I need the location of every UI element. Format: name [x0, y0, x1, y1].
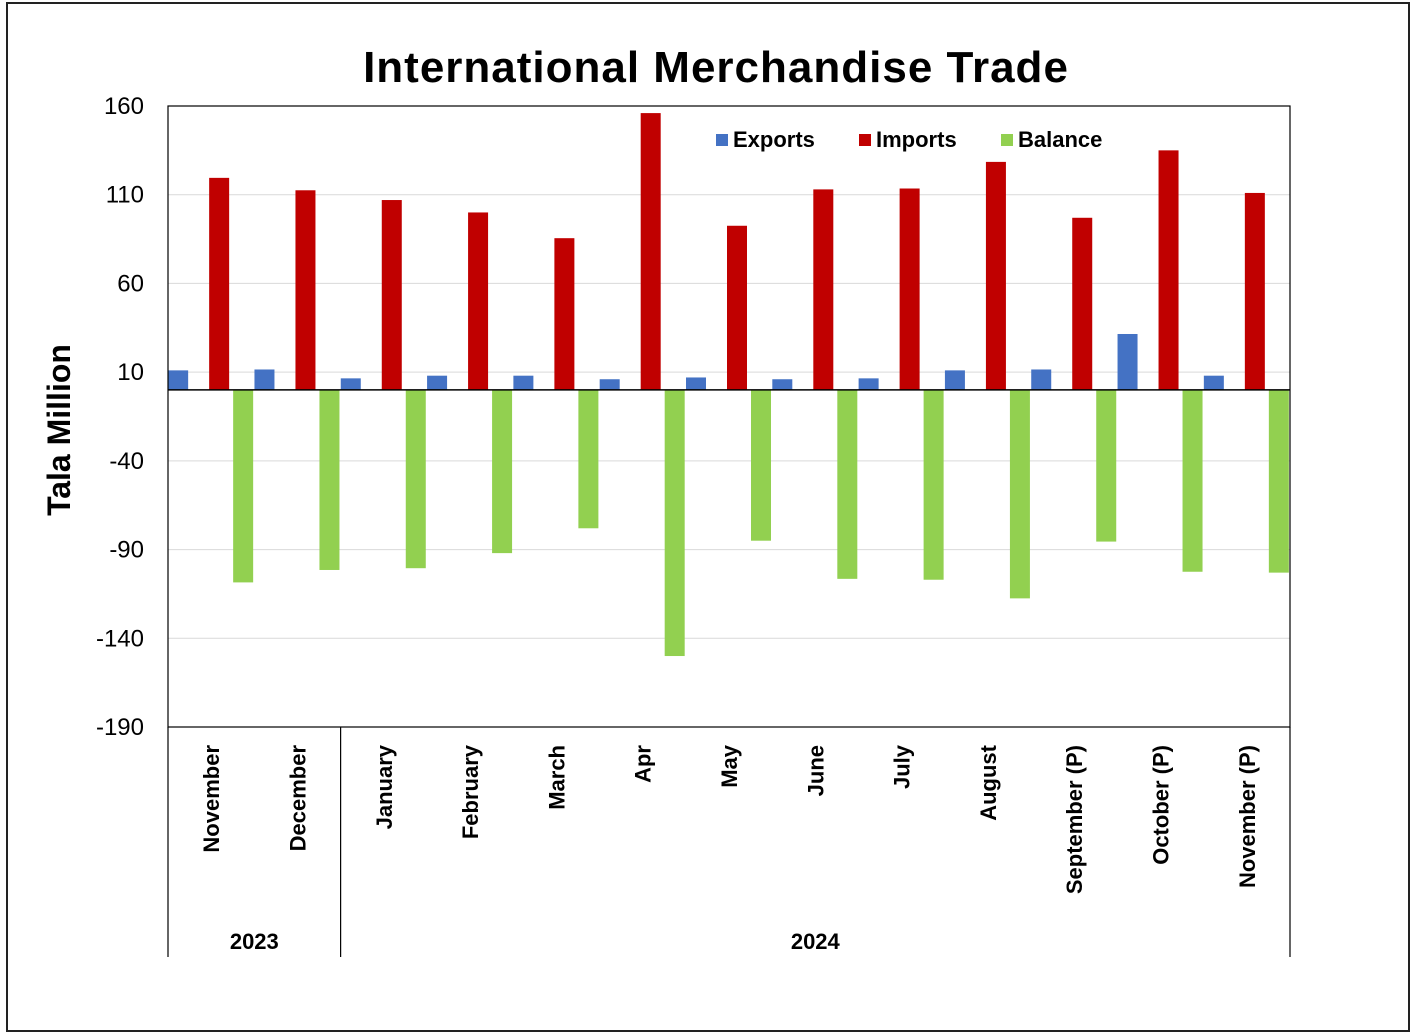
category-label: September (P)	[1062, 745, 1087, 894]
bar-exports	[772, 379, 793, 390]
category-label: March	[544, 745, 569, 810]
series-exports	[168, 333, 1224, 390]
bar-balance	[1096, 389, 1117, 542]
series-balance	[233, 389, 1289, 657]
legend-label: Exports	[733, 127, 815, 152]
y-tick-label: -90	[109, 537, 144, 564]
category-label: May	[717, 744, 742, 788]
bar-imports	[468, 212, 489, 390]
year-group-labels: 2023 2024	[230, 929, 841, 954]
bar-exports	[427, 375, 448, 390]
chart-title: International Merchandise Trade	[363, 43, 1069, 92]
y-tick-label: -140	[96, 625, 144, 652]
category-label: December	[285, 745, 310, 852]
bar-exports	[254, 369, 275, 390]
category-label: July	[890, 744, 915, 789]
bar-exports	[340, 378, 361, 390]
bar-balance	[751, 389, 771, 541]
year-label: 2024	[791, 929, 841, 954]
year-label: 2023	[230, 929, 279, 954]
bar-exports	[168, 370, 189, 390]
bar-balance	[578, 389, 599, 529]
y-tick-label: -40	[109, 448, 144, 475]
category-label: October (P)	[1149, 745, 1174, 865]
bar-imports	[1072, 217, 1093, 390]
axes	[167, 105, 1291, 957]
y-tick-label: 60	[117, 270, 144, 297]
y-tick-label: 110	[106, 182, 144, 209]
bar-exports	[1117, 333, 1138, 390]
legend: Exports Imports Balance	[716, 127, 1102, 152]
series-imports	[209, 113, 1265, 390]
legend-swatch	[716, 134, 728, 146]
category-label: November	[199, 745, 224, 853]
bar-balance	[837, 389, 858, 579]
bar-balance	[492, 389, 513, 554]
bar-imports	[727, 225, 747, 390]
bar-balance	[319, 389, 340, 570]
category-labels: November December January February March Apr M…	[199, 744, 1260, 894]
legend-swatch	[1001, 134, 1013, 146]
bar-exports	[1203, 375, 1224, 390]
bar-balance	[923, 389, 944, 580]
bars	[168, 113, 1289, 657]
bar-balance	[1268, 389, 1289, 573]
y-tick-label: 10	[117, 359, 144, 386]
bar-balance	[405, 389, 426, 569]
bar-exports	[858, 378, 879, 390]
bar-exports	[599, 379, 620, 390]
bar-balance	[1009, 389, 1030, 599]
y-tick-labels: 160 110 60 10 -40 -90 -140 -190	[96, 93, 144, 741]
bar-imports	[1158, 150, 1179, 390]
plot-border	[167, 105, 1291, 728]
category-label: February	[458, 744, 483, 839]
bar-imports	[554, 238, 575, 390]
bar-imports	[985, 161, 1006, 390]
y-axis-label: Tala Million	[41, 344, 77, 516]
bar-imports	[381, 200, 402, 390]
bar-imports	[1244, 192, 1265, 390]
legend-label: Imports	[876, 127, 957, 152]
bar-imports	[899, 188, 920, 390]
bar-balance	[664, 389, 685, 657]
bar-exports	[944, 370, 965, 390]
y-tick-label: -190	[96, 714, 144, 741]
bar-balance	[1182, 389, 1203, 572]
bar-exports	[1031, 369, 1052, 390]
bar-balance	[233, 389, 254, 583]
bar-exports	[686, 377, 706, 390]
legend-swatch	[859, 134, 871, 146]
bar-exports	[513, 375, 534, 390]
category-label: Apr	[631, 745, 656, 783]
bar-imports	[640, 113, 661, 390]
legend-label: Balance	[1018, 127, 1102, 152]
category-label: January	[372, 744, 397, 829]
category-label: November (P)	[1235, 745, 1260, 888]
bar-imports	[813, 189, 834, 390]
bar-imports	[209, 177, 230, 390]
legend-item-balance: Balance	[1001, 127, 1102, 152]
category-label: August	[976, 744, 1001, 820]
y-tick-label: 160	[104, 93, 144, 120]
category-label: June	[803, 745, 828, 796]
bar-imports	[295, 190, 316, 390]
legend-item-exports: Exports	[716, 127, 815, 152]
legend-item-imports: Imports	[859, 127, 957, 152]
